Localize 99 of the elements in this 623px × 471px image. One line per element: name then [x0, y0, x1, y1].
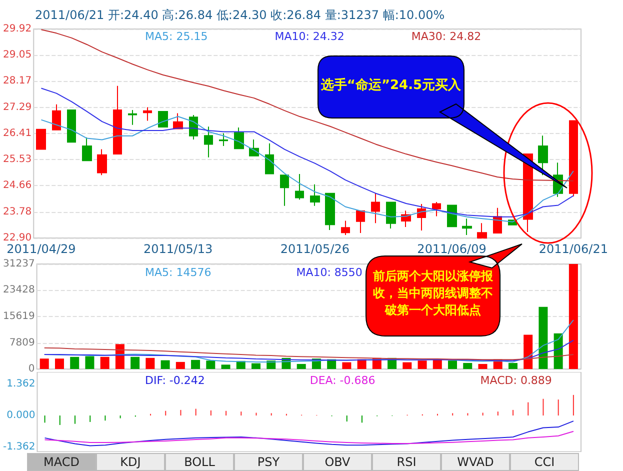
bar: [160, 360, 170, 369]
candlestick: [280, 174, 289, 206]
y-tick-label: 29.05: [2, 49, 32, 60]
text: DIF: -0.242: [145, 374, 205, 387]
text: RSI: [372, 453, 441, 471]
y-tick-label: 7809: [9, 337, 35, 348]
bar: [568, 264, 578, 369]
bar: [252, 363, 260, 369]
bar: [54, 358, 64, 369]
line-series: [40, 116, 574, 222]
y-tick-label: 1.362: [6, 378, 36, 390]
line-series: [44, 430, 574, 444]
candlestick: [234, 127, 244, 150]
candlestick: [310, 184, 320, 206]
y-tick-label: 23428: [3, 284, 35, 296]
y-tick-label: 23.78: [2, 206, 32, 218]
candlestick: [158, 110, 168, 128]
candlestick: [295, 173, 304, 200]
y-tick-label: 27.29: [2, 102, 32, 113]
bar: [115, 344, 124, 369]
bar: [538, 306, 548, 369]
candlestick: [462, 218, 472, 236]
candlestick: [97, 148, 107, 176]
bar: [296, 364, 306, 369]
text: MA5: 25.15: [145, 30, 208, 43]
bar: [402, 362, 412, 369]
y-tick-label: 26.41: [2, 128, 32, 139]
text: MA30: 24.82: [411, 30, 482, 43]
candlestick: [386, 202, 396, 229]
candlestick: [356, 210, 365, 234]
candlestick: [128, 109, 137, 126]
bar: [85, 356, 94, 369]
candlestick: [265, 142, 274, 174]
candlestick: [569, 120, 578, 197]
y-tick-label: 0: [28, 364, 35, 374]
line-series: [40, 29, 574, 182]
candlestick: [371, 192, 380, 224]
chart-title: 2011/06/21 开:24.40 高:26.84 低:24.30 收:26.84 量:31237 幅:10.00%: [35, 8, 445, 22]
bar: [418, 360, 427, 369]
y-tick-label: 15619: [3, 311, 35, 322]
text: MA5: 14576: [145, 266, 212, 279]
bar: [478, 364, 488, 369]
bar: [191, 360, 200, 369]
text: CCI: [510, 453, 579, 471]
line-series: [44, 340, 574, 362]
candlestick: [447, 204, 457, 228]
bar: [146, 358, 155, 369]
candlestick: [67, 109, 76, 143]
text: WVAD: [441, 453, 510, 471]
text: PSY: [234, 453, 303, 471]
bar: [130, 356, 140, 369]
x-tick-label: 2011/06/21: [538, 242, 608, 256]
x-tick-label: 2011/04/29: [6, 242, 76, 256]
bar: [524, 334, 533, 369]
text: DEA: -0.686: [310, 374, 376, 387]
annotation: 选手“命运”24.5元买入: [320, 76, 462, 94]
y-tick-label: 28.17: [2, 76, 32, 87]
text: MACD: [27, 453, 96, 471]
bar: [70, 356, 80, 369]
series-label: MACD: 0.889: [480, 374, 552, 387]
candlestick: [82, 136, 92, 162]
line-series: [44, 347, 574, 360]
bar: [463, 362, 472, 369]
y-tick-label: 25.53: [2, 154, 32, 166]
x-tick-label: 2011/05/13: [143, 242, 213, 256]
text: BOLL: [165, 453, 234, 471]
y-tick-label: 0.000: [6, 410, 36, 421]
candlestick: [204, 126, 213, 158]
y-tick-label: 24.66: [2, 180, 32, 192]
text: MA10: 24.32: [274, 30, 344, 43]
candlestick: [341, 220, 350, 236]
text: MA10: 8550: [296, 266, 362, 279]
bar: [342, 362, 352, 369]
text: OBV: [303, 453, 372, 471]
y-tick-label: 31237: [3, 258, 35, 270]
candlestick: [143, 106, 152, 122]
candlestick: [417, 204, 426, 232]
candlestick: [325, 192, 335, 230]
line-series: [44, 420, 574, 446]
bar: [448, 360, 458, 369]
bar: [176, 362, 185, 369]
candlestick: [113, 85, 122, 155]
y-tick-label: 22.90: [2, 232, 32, 244]
bar: [206, 360, 216, 369]
text: KDJ: [96, 453, 165, 471]
candlestick: [52, 104, 61, 130]
bar: [508, 362, 518, 369]
bar: [100, 356, 110, 369]
candlestick: [432, 201, 441, 217]
candlestick: [36, 128, 46, 150]
bar: [40, 358, 49, 369]
candlestick: [477, 222, 487, 238]
annotation: 前后两个大阳以涨停报收，当中两阴线调整不破第一个大阳低点: [372, 268, 494, 319]
y-tick-label: -1.362: [2, 442, 36, 452]
x-tick-label: 2011/06/09: [417, 242, 486, 256]
candlestick: [538, 135, 548, 176]
bar: [221, 364, 230, 369]
y-tick-label: 29.92: [2, 24, 32, 34]
x-tick-label: 2011/05/26: [280, 242, 350, 256]
